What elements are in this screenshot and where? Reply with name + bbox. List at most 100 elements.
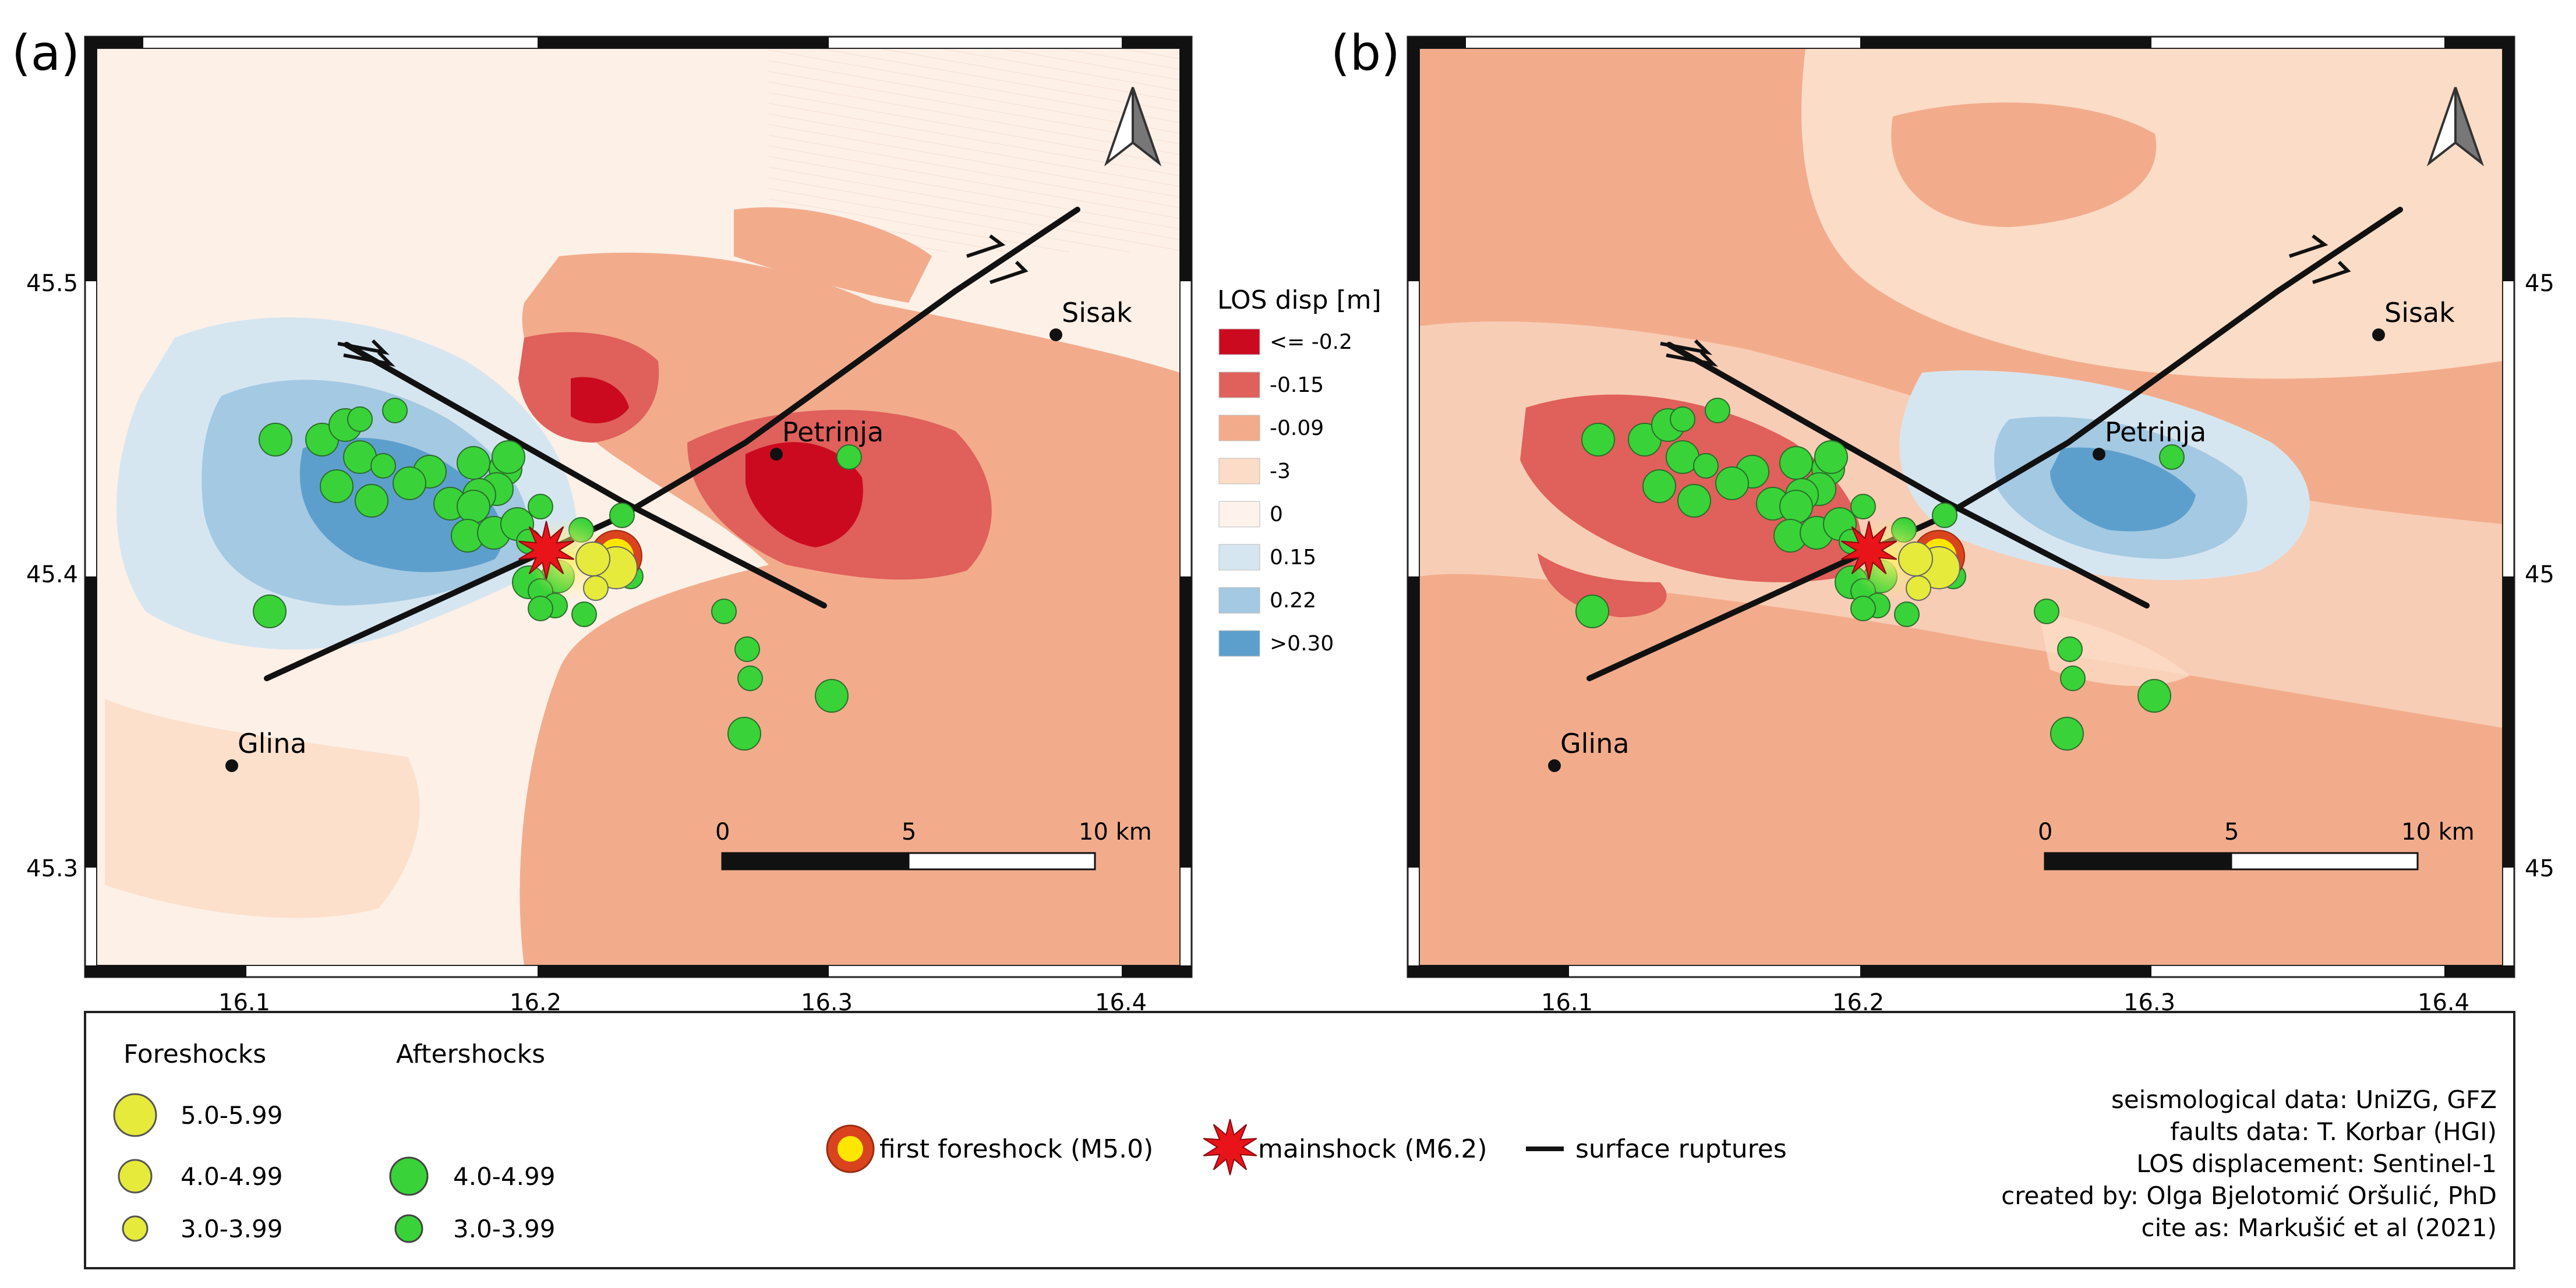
scale-label: 0 <box>2038 819 2052 845</box>
aftershock-marker <box>457 490 490 523</box>
los-class-label: >0.30 <box>1270 632 1334 656</box>
aftershock-marker <box>815 679 849 713</box>
city-layer: Sisak Petrinja Glina <box>225 297 1132 772</box>
surface-rupture-label: surface ruptures <box>1575 1134 1787 1164</box>
mainshock-marker <box>1840 521 1897 580</box>
fault-slip-arrow-icon <box>1660 234 2351 367</box>
city-marker <box>770 448 783 461</box>
fault-slip-arrow-icon <box>337 234 1029 367</box>
aftershock-marker <box>320 469 354 503</box>
aftershock-marker <box>1814 440 1848 474</box>
aftershock-marker <box>2057 636 2083 662</box>
lat-tick: 45.5 <box>26 270 78 297</box>
first-foreshock-icon-core <box>838 1136 863 1162</box>
los-class-label: 0.22 <box>1270 589 1316 613</box>
city-marker <box>1050 328 1062 341</box>
city-marker <box>2093 448 2105 461</box>
city-marker <box>225 759 238 772</box>
scale-bar: 0 5 10 km <box>2038 819 2475 871</box>
mainshock-icon <box>1203 1119 1257 1176</box>
scale-label: 10 km <box>1079 819 1152 845</box>
los-class-label: -3 <box>1270 459 1291 483</box>
los-class-label: 0.15 <box>1270 546 1316 569</box>
aftershock-marker <box>1677 484 1711 518</box>
aftershock-marker <box>528 494 553 519</box>
panel-label: (a) <box>12 24 80 82</box>
foreshocks-title: Foreshocks <box>123 1039 266 1069</box>
aftershock-marker <box>1894 601 1920 627</box>
aftershock-marker <box>2060 666 2086 691</box>
map-frame <box>84 36 1193 978</box>
aftershock-marker <box>2137 679 2171 713</box>
lat-tick: 45.3 <box>26 855 78 882</box>
aftershock-marker <box>737 666 763 691</box>
los-legend: LOS disp [m] <= -0.2 -0.15 -0.09 -3 0 0.15 0.2… <box>1217 285 1381 657</box>
city-marker <box>1548 759 1561 772</box>
aftershock-marker <box>1642 469 1676 503</box>
aftershock-marker <box>609 503 635 528</box>
foreshock-class: 3.0-3.99 <box>181 1215 282 1243</box>
aftershock-marker <box>571 601 597 627</box>
aftershock-marker <box>1705 398 1730 423</box>
event-layer <box>1575 398 2185 751</box>
los-swatch <box>1218 587 1260 614</box>
credit-line: faults data: T. Korbar (HGI) <box>2170 1117 2497 1146</box>
los-class-label: <= -0.2 <box>1270 330 1352 354</box>
scale-label: 5 <box>2224 819 2239 845</box>
los-swatch <box>1218 544 1260 571</box>
scale-bar: 0 5 10 km <box>715 819 1152 871</box>
city-label: Glina <box>1560 728 1630 759</box>
aftershock-marker <box>492 440 525 474</box>
aftershock-class: 3.0-3.99 <box>453 1215 555 1243</box>
aftershock-class: 4.0-4.99 <box>453 1162 555 1191</box>
aftershock-marker <box>1670 406 1695 432</box>
map-frame <box>1407 36 2515 978</box>
event-layer <box>253 398 862 751</box>
city-layer: Sisak Petrinja Glina <box>1548 297 2455 772</box>
foreshock-symbol-small <box>122 1215 149 1242</box>
first-foreshock-label: first foreshock (M5.0) <box>879 1134 1153 1164</box>
los-legend-title: LOS disp [m] <box>1217 285 1381 315</box>
foreshock-class: 4.0-4.99 <box>181 1162 282 1191</box>
foreshock-symbol-large <box>113 1093 157 1137</box>
aftershock-marker <box>2159 444 2185 470</box>
aftershock-marker <box>1715 466 1749 500</box>
aftershock-marker <box>1850 494 1876 519</box>
fault-lines <box>1586 207 2403 681</box>
lat-tick: 45.4 <box>26 561 78 588</box>
north-arrow-icon <box>1104 87 1162 167</box>
aftershock-marker <box>1932 503 1957 528</box>
aftershock-marker <box>1850 596 1876 621</box>
event-legend: Foreshocks Aftershocks 5.0-5.99 4.0-4.99… <box>84 1011 2515 1269</box>
city-label: Sisak <box>1062 297 1132 328</box>
los-swatch <box>1218 630 1260 657</box>
aftershock-marker <box>1779 446 1813 480</box>
aftershock-marker <box>1779 490 1813 523</box>
panel-b: (b) 45 4 <box>1331 24 2554 1016</box>
aftershock-marker <box>711 599 737 624</box>
aftershock-marker <box>1693 453 1719 479</box>
scale-label: 5 <box>902 819 916 845</box>
mainshock-label: mainshock (M6.2) <box>1258 1134 1487 1164</box>
city-label: Petrinja <box>2105 416 2206 448</box>
panel-a: (a) <box>12 24 1193 1016</box>
credit-line: cite as: Markušić et al (2021) <box>2142 1213 2497 1242</box>
aftershock-marker <box>836 444 862 470</box>
city-marker <box>2372 328 2385 341</box>
los-swatch <box>1218 328 1260 355</box>
fault-lines <box>264 207 1080 681</box>
los-swatch <box>1218 371 1260 398</box>
credit-line: LOS displacement: Sentinel-1 <box>2136 1149 2497 1178</box>
foreshock-marker <box>1898 542 1933 576</box>
aftershock-marker <box>2034 599 2059 624</box>
foreshock-marker <box>583 575 609 601</box>
panel-label: (b) <box>1331 24 1400 82</box>
los-class-label: 0 <box>1270 503 1283 526</box>
foreshock-marker <box>1906 575 1931 601</box>
los-swatch <box>1218 415 1260 441</box>
aftershock-marker <box>457 446 490 480</box>
los-swatch <box>1218 501 1260 528</box>
aftershock-marker <box>528 596 553 621</box>
foreshock-marker <box>575 542 610 576</box>
